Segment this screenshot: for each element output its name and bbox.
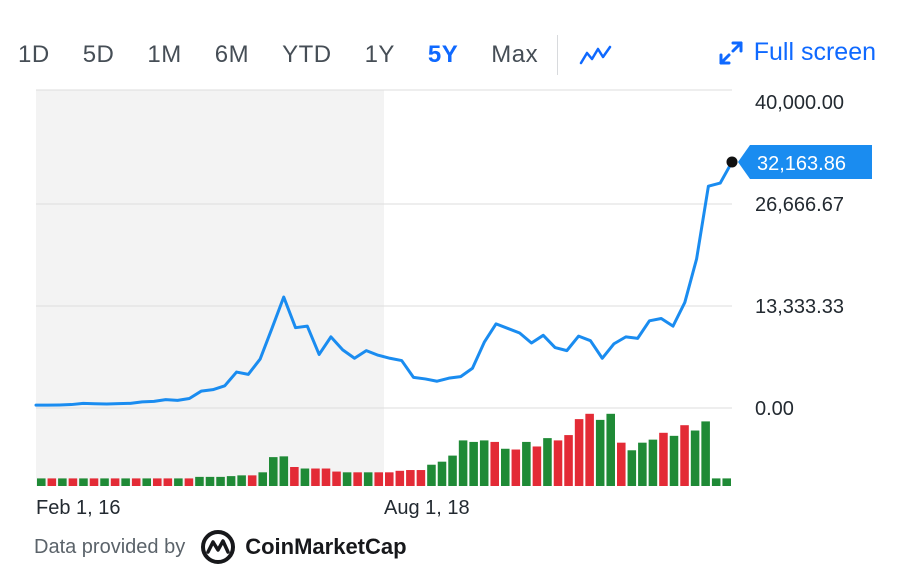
volume-bar <box>290 467 299 486</box>
range-selector: 1D 5D 1M 6M YTD 1Y 5Y Max <box>18 32 616 78</box>
volume-bar <box>501 448 510 486</box>
volume-bar <box>353 472 362 486</box>
volume-bar <box>385 472 394 486</box>
volume-bar <box>479 440 489 486</box>
fullscreen-button[interactable]: Full screen <box>718 38 876 67</box>
range-button-6m[interactable]: 6M <box>214 41 250 68</box>
range-button-1m[interactable]: 1M <box>147 41 182 68</box>
last-price-tag <box>738 144 872 179</box>
volume-bar <box>648 439 658 486</box>
data-attribution: Data provided by CoinMarketCap <box>34 528 407 566</box>
volume-bar <box>311 468 320 486</box>
volume-bar <box>247 475 257 486</box>
volume-bar <box>216 476 225 486</box>
x-tick-label: Aug 1, 18 <box>384 497 470 519</box>
volume-bar <box>606 413 615 486</box>
last-price-label: 32,163.86 <box>757 153 846 175</box>
volume-bar <box>585 413 594 486</box>
volume-bar <box>374 472 383 486</box>
volume-bar <box>553 440 563 486</box>
coinmarketcap-name: CoinMarketCap <box>245 534 407 559</box>
range-button-1d[interactable]: 1D <box>18 41 50 68</box>
chart-type-button[interactable] <box>576 35 616 75</box>
volume-bar <box>332 471 341 486</box>
volume-bar <box>595 419 605 486</box>
volume-bar <box>58 478 67 486</box>
volume-bar <box>174 478 183 486</box>
price-line <box>34 160 734 407</box>
y-tick-label: 40,000.00 <box>755 92 844 114</box>
volume-bar <box>237 475 246 486</box>
volume-bar <box>627 450 637 486</box>
range-button-5d[interactable]: 5D <box>82 41 115 68</box>
volume-bar <box>669 435 679 486</box>
volume-bar <box>469 441 478 486</box>
volume-bar <box>142 478 151 486</box>
volume-bar <box>342 472 352 486</box>
y-tick-label: 0.00 <box>755 398 794 420</box>
range-button-1y[interactable]: 1Y <box>364 41 395 68</box>
volume-bar <box>437 461 447 486</box>
volume-bar <box>68 478 78 486</box>
range-button-ytd[interactable]: YTD <box>282 41 332 68</box>
volume-bar <box>722 478 731 486</box>
provided-by-text: Data provided by <box>34 535 186 558</box>
volume-bar <box>458 440 468 486</box>
volume-bar <box>100 478 109 486</box>
volume-bar <box>406 470 415 486</box>
volume-bar <box>279 456 289 486</box>
line-chart-icon <box>579 45 612 65</box>
volume-bar <box>205 476 215 486</box>
volume-bar <box>680 425 689 486</box>
volume-bar <box>195 476 204 486</box>
volume-bar <box>300 468 310 486</box>
volume-bar <box>131 478 141 486</box>
volume-bar <box>532 446 542 486</box>
y-tick-label: 13,333.33 <box>755 296 844 318</box>
volume-bar <box>638 442 647 486</box>
y-tick-label: 26,666.67 <box>755 194 844 216</box>
toolbar-divider <box>557 35 559 75</box>
volume-bar <box>79 478 88 486</box>
coinmarketcap-icon <box>201 530 236 564</box>
volume-bar <box>690 430 700 486</box>
volume-bar <box>511 449 521 486</box>
volume-bar <box>258 472 267 486</box>
volume-bar <box>711 478 721 486</box>
volume-bar <box>121 478 130 486</box>
volume-bar <box>363 472 373 486</box>
shaded-period <box>36 90 384 486</box>
volume-bar <box>701 421 710 486</box>
volume-bar <box>269 457 278 486</box>
range-button-max[interactable]: Max <box>491 41 539 68</box>
volume-bar <box>153 478 162 486</box>
fullscreen-label: Full screen <box>753 38 876 66</box>
volume-bar <box>37 478 46 486</box>
x-tick-label: Feb 1, 16 <box>36 497 121 519</box>
volume-bar <box>395 470 405 486</box>
volume-bar <box>163 478 173 486</box>
last-price-dot <box>726 156 738 168</box>
volume-bar <box>659 432 668 486</box>
expand-arrows-icon <box>718 40 744 66</box>
volume-bar <box>564 435 573 486</box>
volume-bar <box>89 478 99 486</box>
volume-bar <box>184 478 194 486</box>
volume-bar <box>226 476 236 486</box>
volume-bar <box>427 464 436 486</box>
volume-bar <box>574 419 584 486</box>
volume-bar <box>543 438 552 486</box>
volume-bar <box>321 468 331 486</box>
volume-bar <box>110 478 120 486</box>
volume-bar <box>448 455 457 486</box>
volume-bar <box>416 470 426 486</box>
volume-bar <box>522 441 531 486</box>
volume-bar <box>617 442 626 486</box>
volume-bar <box>47 478 57 486</box>
volume-bar <box>490 441 499 486</box>
coinmarketcap-logo[interactable]: CoinMarketCap <box>199 528 407 566</box>
range-button-5y[interactable]: 5Y <box>427 41 459 68</box>
